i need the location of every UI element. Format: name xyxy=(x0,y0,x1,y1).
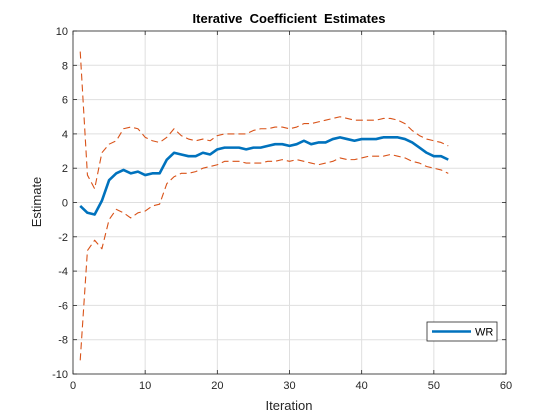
x-axis-label: Iteration xyxy=(266,398,313,413)
y-tick-label: 4 xyxy=(62,129,68,141)
x-tick-label: 60 xyxy=(500,380,512,392)
y-tick-label: 2 xyxy=(62,163,68,175)
x-tick-label: 50 xyxy=(428,380,440,392)
legend: WR xyxy=(426,321,498,342)
y-tick-label: 10 xyxy=(56,26,68,38)
series-line-lower-bound xyxy=(79,153,449,361)
x-tick-label: 20 xyxy=(211,380,223,392)
x-tick-label: 30 xyxy=(283,380,295,392)
y-tick-label: -4 xyxy=(58,266,68,278)
series-line-estimate xyxy=(79,136,449,216)
x-tick-label: 40 xyxy=(356,380,368,392)
y-tick-label: 6 xyxy=(62,95,68,107)
y-tick-label: -10 xyxy=(52,369,68,381)
series-line-upper-bound xyxy=(79,51,449,190)
y-tick-label: -2 xyxy=(58,232,68,244)
y-tick-label: -6 xyxy=(58,300,68,312)
chart-title: Iterative Coefficient Estimates xyxy=(193,11,386,26)
y-tick-label: -8 xyxy=(58,335,68,347)
x-tick-labels: 0 10 20 30 40 50 60 xyxy=(70,380,512,392)
axis-ticks xyxy=(72,30,507,375)
y-tick-label: 8 xyxy=(62,60,68,72)
y-tick-labels: -10 -8 -6 -4 -2 0 2 4 6 8 10 xyxy=(52,26,68,381)
series-layer xyxy=(79,51,449,361)
x-tick-label: 10 xyxy=(139,380,151,392)
legend-label-wr: WR xyxy=(475,327,493,339)
y-tick-label: 0 xyxy=(62,198,68,210)
x-tick-label: 0 xyxy=(70,380,76,392)
y-axis-label: Estimate xyxy=(29,177,44,228)
